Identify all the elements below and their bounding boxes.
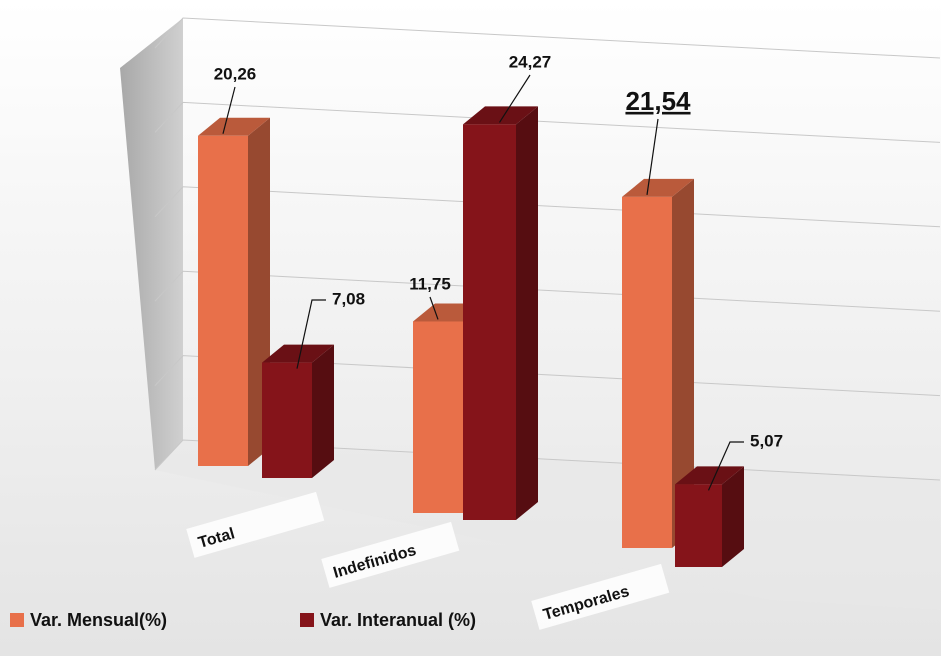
bar-side bbox=[722, 466, 744, 567]
bar-top bbox=[463, 106, 538, 125]
leader-line bbox=[296, 299, 326, 369]
legend-swatch bbox=[10, 613, 24, 627]
bar bbox=[262, 362, 312, 478]
side-wall bbox=[120, 18, 183, 470]
bar-top bbox=[622, 178, 694, 197]
leader-line bbox=[429, 296, 439, 320]
category-label-bg bbox=[186, 491, 325, 558]
bar-top bbox=[675, 466, 744, 485]
category-label: Total bbox=[186, 491, 325, 558]
bar-top bbox=[262, 344, 334, 363]
data-label: 7,08 bbox=[332, 289, 365, 308]
bar-side bbox=[516, 106, 538, 521]
data-label: 11,75 bbox=[409, 274, 451, 293]
category-label-bg bbox=[531, 563, 670, 630]
data-label: 24,27 bbox=[509, 52, 552, 71]
bar bbox=[622, 196, 672, 548]
bar bbox=[198, 135, 248, 466]
bar-side bbox=[672, 178, 694, 548]
data-label: 5,07 bbox=[750, 431, 783, 450]
bar bbox=[675, 484, 722, 567]
legend-label: Var. Mensual(%) bbox=[30, 610, 167, 630]
leader-line bbox=[498, 74, 531, 123]
bar-top bbox=[198, 117, 270, 136]
grid-line bbox=[154, 101, 941, 143]
leader-line bbox=[222, 86, 236, 134]
leader-line bbox=[707, 441, 744, 491]
grid-line bbox=[154, 17, 941, 59]
data-label: 20,26 bbox=[214, 64, 257, 83]
data-label: 21,54 bbox=[625, 86, 691, 116]
legend-swatch bbox=[300, 613, 314, 627]
category-label-bg bbox=[321, 521, 460, 588]
legend-label: Var. Interanual (%) bbox=[320, 610, 476, 630]
bar bbox=[463, 124, 516, 521]
bar bbox=[413, 321, 463, 513]
leader-line bbox=[646, 118, 659, 195]
bar-side bbox=[312, 344, 334, 478]
